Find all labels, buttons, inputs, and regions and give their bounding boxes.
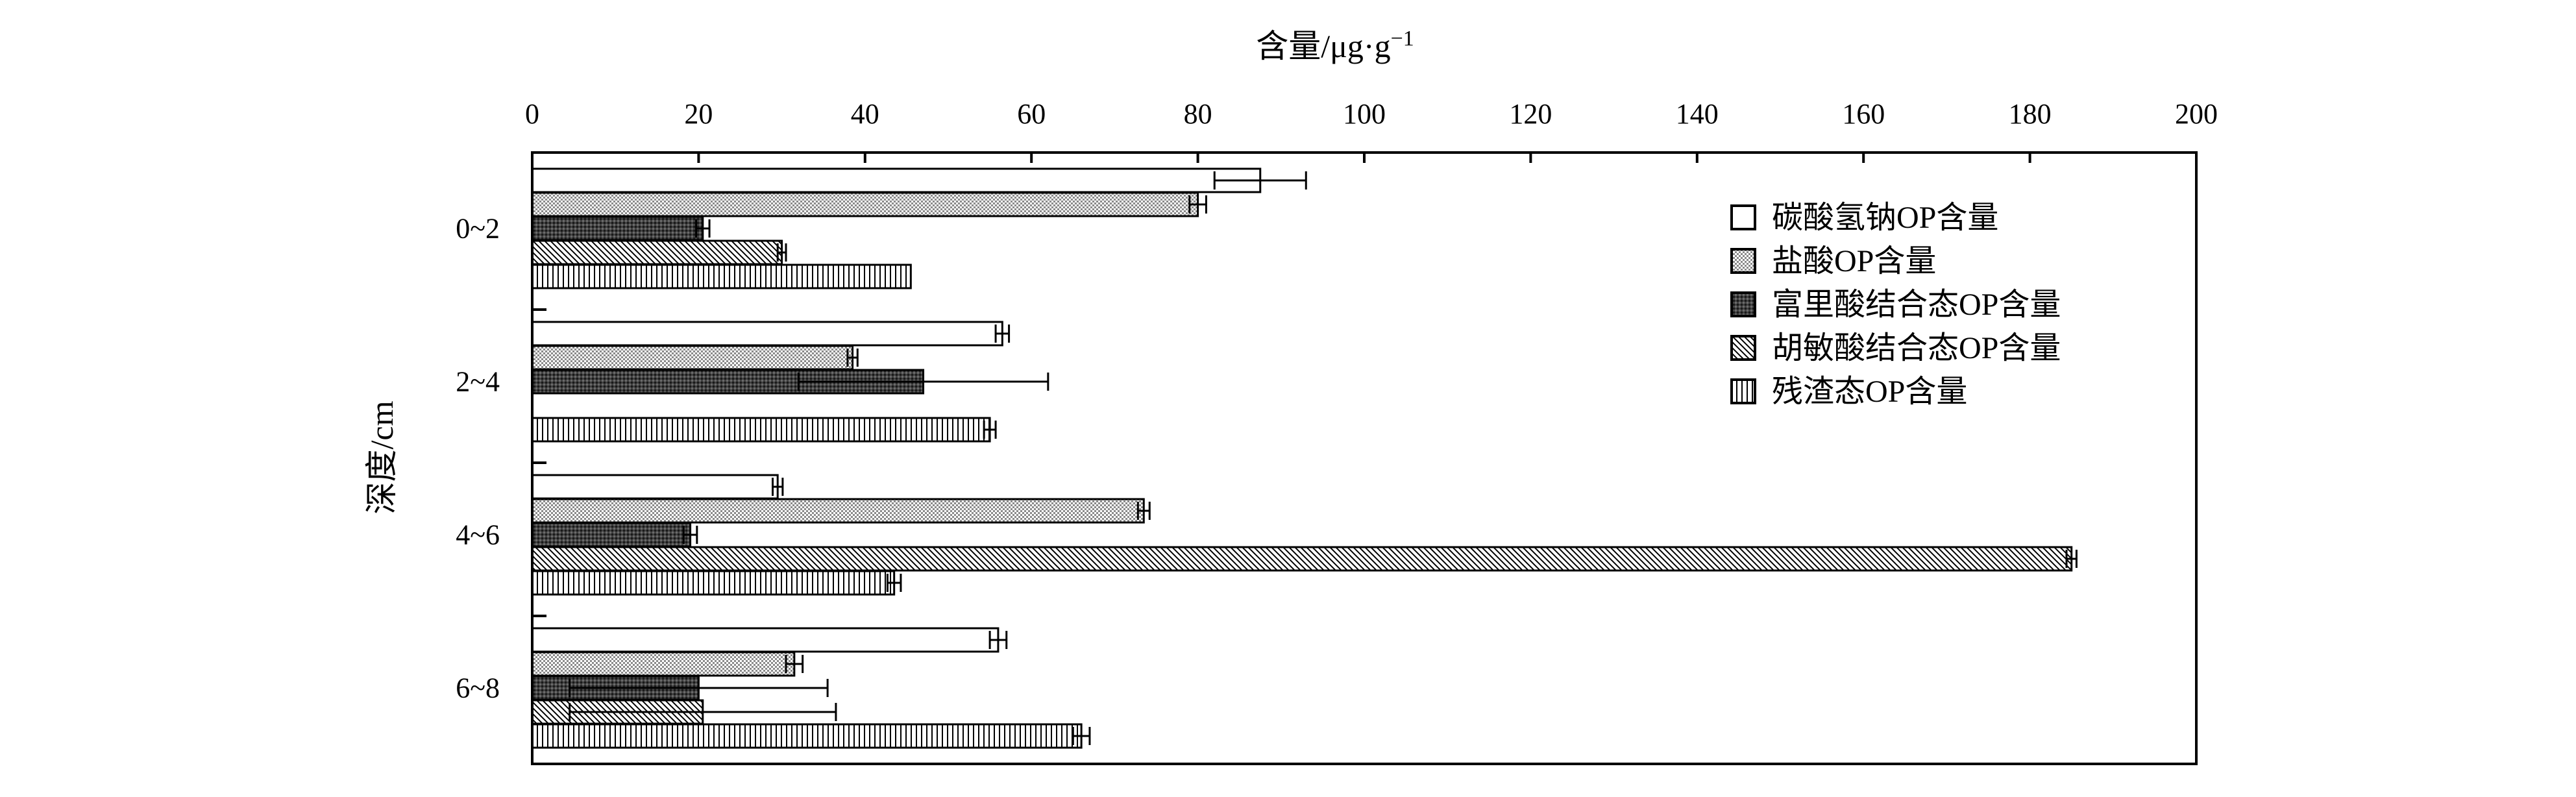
y-axis: 0~2 2~4 4~6 6~8 [456, 213, 546, 704]
bar-3-4~6 [531, 522, 692, 548]
legend-label-1: 碳酸氢钠OP含量 [1772, 201, 1998, 235]
x-axis-title: 含量/μg·g−1 [1256, 27, 1414, 64]
y-tick-label: 6~8 [456, 672, 500, 704]
bar-1-2~4 [531, 321, 1003, 347]
legend-label-2: 盐酸OP含量 [1772, 244, 1936, 278]
x-axis-title-superscript: −1 [1391, 27, 1414, 51]
bar-4-0~2 [531, 239, 783, 265]
legend-swatch-3 [1730, 291, 1756, 317]
y-tick-label: 2~4 [456, 366, 500, 398]
legend: 碳酸氢钠OP含量盐酸OP含量富里酸结合态OP含量胡敏酸结合态OP含量残渣态OP含… [1730, 201, 2061, 409]
x-tick-label: 0 [525, 98, 539, 130]
bars-group [531, 167, 2073, 749]
bar-2-0~2 [531, 191, 1199, 217]
legend-label-4: 胡敏酸结合态OP含量 [1772, 331, 2061, 365]
bar-4-4~6 [531, 546, 2073, 572]
bar-1-6~8 [531, 627, 1000, 653]
legend-label-5: 残渣态OP含量 [1772, 374, 1967, 409]
error-bars-group [569, 171, 2078, 745]
bar-2-4~6 [531, 498, 1145, 524]
bar-5-2~4 [531, 417, 991, 443]
bar-2-6~8 [531, 651, 796, 677]
x-tick-label: 160 [1842, 98, 1885, 130]
x-tick-label: 20 [684, 98, 713, 130]
legend-swatch-5 [1730, 378, 1756, 404]
y-tick-label: 0~2 [456, 213, 500, 245]
y-tick-label: 4~6 [456, 519, 500, 551]
x-tick-label: 100 [1343, 98, 1386, 130]
x-tick-label: 120 [1509, 98, 1552, 130]
x-tick-label: 60 [1017, 98, 1046, 130]
bar-1-4~6 [531, 474, 779, 500]
x-tick-label: 180 [2009, 98, 2052, 130]
legend-swatch-2 [1730, 248, 1756, 274]
x-axis: 0 20 40 60 80 100 120 140 160 180 200 [525, 98, 2218, 163]
bar-1-0~2 [531, 167, 1262, 193]
x-tick-label: 200 [2175, 98, 2218, 130]
x-tick-label: 80 [1184, 98, 1212, 130]
bar-2-2~4 [531, 345, 854, 371]
x-tick-label: 140 [1676, 98, 1719, 130]
plot-frame [531, 151, 2198, 765]
legend-label-3: 富里酸结合态OP含量 [1772, 288, 2061, 322]
bar-5-4~6 [531, 570, 896, 596]
bar-5-6~8 [531, 723, 1083, 749]
legend-swatch-4 [1730, 335, 1756, 361]
legend-swatch-1 [1730, 204, 1756, 230]
bar-5-0~2 [531, 264, 912, 289]
bar-3-0~2 [531, 215, 704, 241]
x-tick-label: 40 [851, 98, 879, 130]
y-axis-title: 深度/cm [363, 400, 400, 514]
